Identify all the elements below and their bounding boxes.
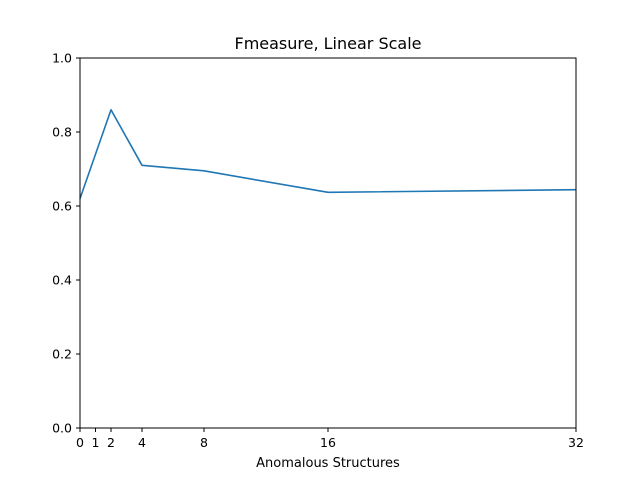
y-tick-label: 0.2	[52, 347, 72, 362]
x-axis: 0 1 2 4 8 16 32	[76, 428, 584, 450]
y-tick-label: 0.6	[52, 199, 72, 214]
x-tick-label: 8	[200, 435, 208, 450]
x-tick-label: 2	[107, 435, 115, 450]
x-tick-label: 32	[568, 435, 584, 450]
x-tick-label: 4	[138, 435, 146, 450]
x-tick-label: 1	[92, 435, 100, 450]
plot-area	[79, 109, 577, 199]
plot-frame	[79, 57, 577, 429]
y-tick-label: 1.0	[52, 51, 72, 66]
y-tick-label: 0.0	[52, 421, 72, 436]
chart-title: Fmeasure, Linear Scale	[234, 34, 421, 53]
x-tick-label: 0	[76, 435, 84, 450]
y-tick-label: 0.4	[52, 273, 72, 288]
series-line-0	[79, 109, 577, 199]
y-axis: 0.0 0.2 0.4 0.6 0.8 1.0	[52, 51, 80, 436]
x-tick-label: 16	[320, 435, 336, 450]
x-axis-label: Anomalous Structures	[256, 456, 400, 471]
y-tick-label: 0.8	[52, 125, 72, 140]
